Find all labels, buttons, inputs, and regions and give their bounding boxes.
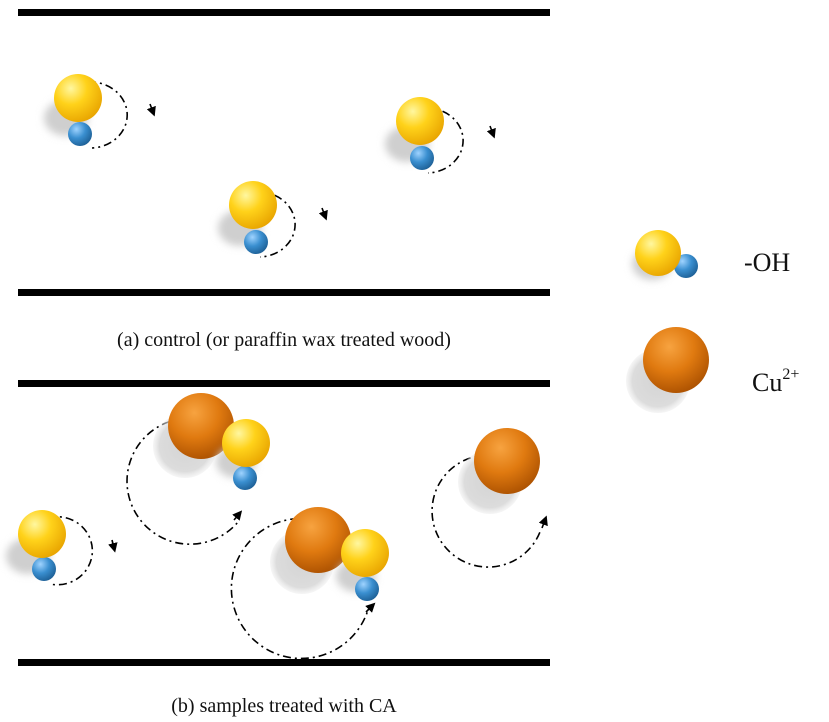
hydroxyl-group <box>385 97 496 174</box>
hydrogen-atom <box>244 230 268 254</box>
oxygen-atom <box>396 97 444 145</box>
copper-hydroxyl-complex <box>126 393 270 545</box>
hydroxyl-group <box>44 74 156 149</box>
hydrogen-atom <box>68 122 92 146</box>
copper-ion <box>474 428 540 494</box>
rotation-path <box>87 81 128 149</box>
rotation-path <box>424 107 464 174</box>
oxygen-atom <box>229 181 277 229</box>
panel-a-bottom-wall <box>18 289 550 296</box>
hydrogen-atom <box>674 254 698 278</box>
panel-a-caption: (a) control (or paraffin wax treated woo… <box>117 329 451 351</box>
hydroxyl-group <box>6 510 118 586</box>
hydrogen-atom <box>32 557 56 581</box>
copper-hydroxyl-complex <box>230 507 389 660</box>
copper-ion <box>285 507 351 573</box>
copper-ion-group <box>431 428 548 568</box>
panel-b-bottom-wall <box>18 659 550 666</box>
hydroxyl-group <box>218 181 328 258</box>
legend-copper: Cu2+ <box>626 327 799 413</box>
legend-hydroxyl: -OH <box>632 230 790 280</box>
legend-copper-label: Cu2+ <box>752 366 799 397</box>
hydrogen-atom <box>355 577 379 601</box>
legend-hydroxyl-label: -OH <box>744 248 790 277</box>
panel-a-top-wall <box>18 9 550 16</box>
copper-ion <box>643 327 709 393</box>
hydrogen-atom <box>410 146 434 170</box>
rotation-path <box>230 517 369 660</box>
rotation-path <box>256 191 296 258</box>
oxygen-atom <box>54 74 102 122</box>
legend-copper-label-base: Cu <box>752 368 782 397</box>
oxygen-atom <box>18 510 66 558</box>
panel-b-caption: (b) samples treated with CA <box>171 695 397 717</box>
oxygen-atom <box>635 230 681 276</box>
legend-copper-label-sup: 2+ <box>782 366 799 383</box>
hydrogen-atom <box>233 466 257 490</box>
copper-ion <box>168 393 234 459</box>
rotation-path <box>431 454 541 568</box>
panel-b-top-wall <box>18 380 550 387</box>
oxygen-atom <box>222 419 270 467</box>
oxygen-atom <box>341 529 389 577</box>
